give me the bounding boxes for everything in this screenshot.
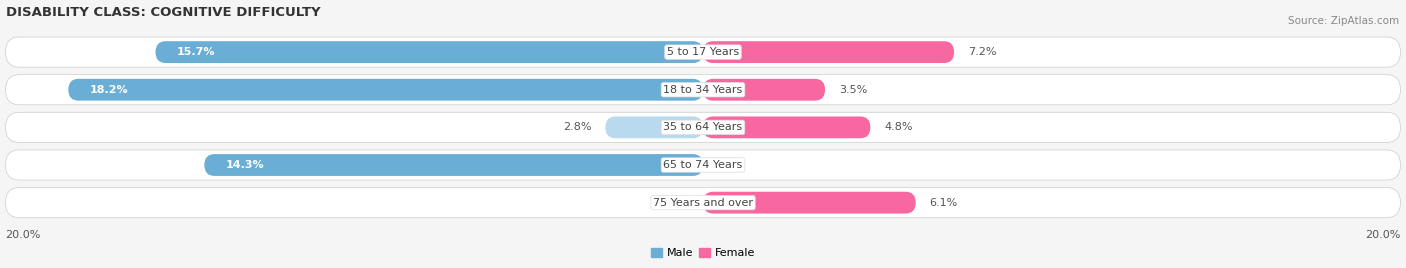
Text: DISABILITY CLASS: COGNITIVE DIFFICULTY: DISABILITY CLASS: COGNITIVE DIFFICULTY	[6, 6, 321, 18]
FancyBboxPatch shape	[606, 117, 703, 138]
FancyBboxPatch shape	[204, 154, 703, 176]
FancyBboxPatch shape	[703, 117, 870, 138]
Text: 18 to 34 Years: 18 to 34 Years	[664, 85, 742, 95]
Text: 5 to 17 Years: 5 to 17 Years	[666, 47, 740, 57]
Text: 65 to 74 Years: 65 to 74 Years	[664, 160, 742, 170]
FancyBboxPatch shape	[703, 79, 825, 101]
Text: 0.0%: 0.0%	[661, 198, 689, 208]
FancyBboxPatch shape	[703, 41, 955, 63]
Text: 4.8%: 4.8%	[884, 122, 912, 132]
Text: 0.0%: 0.0%	[717, 160, 745, 170]
Text: 20.0%: 20.0%	[6, 230, 41, 240]
FancyBboxPatch shape	[6, 112, 1400, 142]
Text: 2.8%: 2.8%	[562, 122, 592, 132]
FancyBboxPatch shape	[156, 41, 703, 63]
Text: 3.5%: 3.5%	[839, 85, 868, 95]
FancyBboxPatch shape	[6, 75, 1400, 105]
FancyBboxPatch shape	[6, 37, 1400, 67]
FancyBboxPatch shape	[6, 188, 1400, 218]
Text: 20.0%: 20.0%	[1365, 230, 1400, 240]
FancyBboxPatch shape	[6, 150, 1400, 180]
FancyBboxPatch shape	[703, 192, 915, 214]
Text: 14.3%: 14.3%	[225, 160, 264, 170]
FancyBboxPatch shape	[69, 79, 703, 101]
Legend: Male, Female: Male, Female	[647, 243, 759, 263]
Text: 15.7%: 15.7%	[176, 47, 215, 57]
Text: 6.1%: 6.1%	[929, 198, 957, 208]
Text: 75 Years and over: 75 Years and over	[652, 198, 754, 208]
Text: Source: ZipAtlas.com: Source: ZipAtlas.com	[1288, 16, 1399, 26]
Text: 35 to 64 Years: 35 to 64 Years	[664, 122, 742, 132]
Text: 18.2%: 18.2%	[89, 85, 128, 95]
Text: 7.2%: 7.2%	[967, 47, 997, 57]
